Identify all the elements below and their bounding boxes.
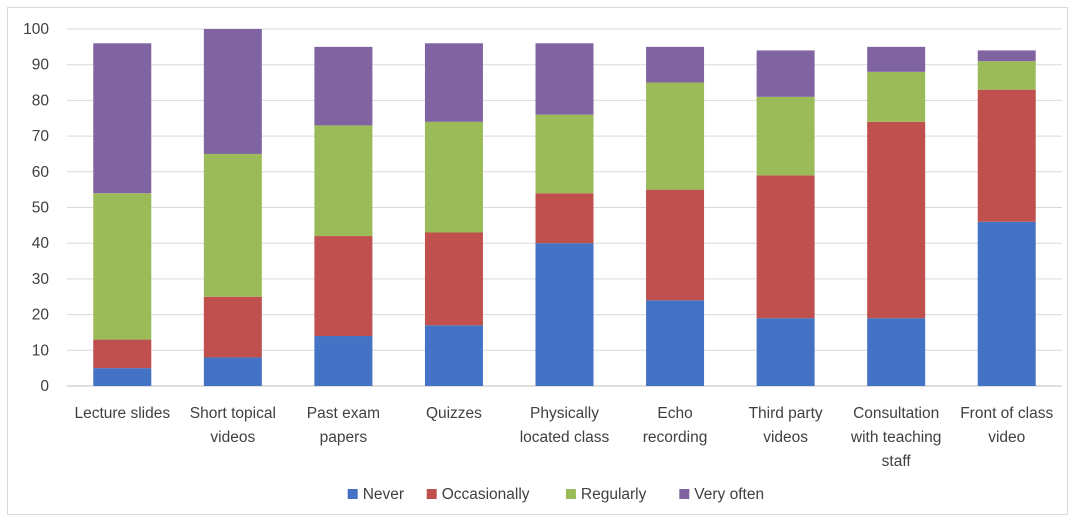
- bar-segment-never: [646, 300, 705, 386]
- bar-segment-very-often: [93, 43, 152, 194]
- y-tick-label: 90: [32, 57, 50, 74]
- bar-segment-occasionally: [535, 193, 594, 244]
- bar-segment-regularly: [977, 61, 1036, 90]
- bar-segment-very-often: [977, 50, 1036, 62]
- bar-segment-very-often: [867, 46, 926, 72]
- bar-segment-very-often: [314, 46, 373, 126]
- bar-segment-never: [93, 368, 152, 386]
- legend-label: Never: [363, 486, 404, 503]
- x-category-label: Front of class: [960, 405, 1053, 422]
- y-tick-label: 0: [40, 378, 49, 395]
- bar-segment-regularly: [535, 114, 594, 194]
- x-category-label: with teaching: [850, 429, 941, 446]
- bar-segment-never: [977, 221, 1036, 386]
- bar-segment-occasionally: [867, 121, 926, 319]
- bar-segment-regularly: [756, 96, 815, 176]
- y-tick-label: 80: [32, 92, 50, 109]
- x-category-label: video: [988, 429, 1025, 446]
- bar-segment-occasionally: [646, 189, 705, 301]
- legend-swatch-occasionally: [426, 489, 437, 499]
- bar-segment-very-often: [535, 43, 594, 115]
- x-category-label: Lecture slides: [74, 405, 170, 422]
- y-tick-label: 50: [32, 200, 50, 217]
- bar-segment-never: [756, 318, 815, 386]
- legend-label: Regularly: [581, 486, 647, 503]
- bar-segment-occasionally: [203, 296, 262, 358]
- y-tick-label: 70: [32, 128, 50, 145]
- legend-swatch-never: [347, 489, 358, 499]
- x-category-label: videos: [210, 429, 255, 446]
- legend-label: Very often: [694, 486, 764, 503]
- bar-segment-regularly: [203, 153, 262, 297]
- bar-segment-never: [314, 336, 373, 386]
- bar-segment-very-often: [756, 50, 815, 97]
- y-tick-label: 60: [32, 164, 50, 181]
- x-category-label: staff: [882, 453, 912, 470]
- bar-segment-occasionally: [93, 339, 152, 369]
- x-category-label: Physically: [530, 405, 599, 422]
- y-tick-label: 20: [32, 307, 50, 324]
- x-category-label: located class: [520, 429, 610, 446]
- bar-segment-regularly: [424, 121, 483, 233]
- x-category-label: Past exam: [307, 405, 380, 422]
- bar-segment-very-often: [203, 29, 262, 154]
- x-category-label: videos: [763, 429, 808, 446]
- y-tick-label: 10: [32, 342, 50, 359]
- bar-segment-very-often: [424, 43, 483, 122]
- x-category-label: Short topical: [190, 405, 276, 422]
- x-category-label: papers: [320, 429, 368, 446]
- bar-segment-occasionally: [756, 175, 815, 319]
- bar-segment-regularly: [314, 125, 373, 237]
- y-tick-label: 40: [32, 235, 50, 252]
- y-tick-label: 30: [32, 271, 50, 288]
- x-category-label: recording: [643, 429, 708, 446]
- bar-segment-never: [424, 325, 483, 386]
- bar-segment-never: [535, 243, 594, 386]
- legend-swatch-regularly: [565, 489, 576, 499]
- bar-segment-regularly: [93, 193, 152, 340]
- x-category-label: Echo: [657, 405, 692, 422]
- bar-segment-occasionally: [314, 236, 373, 337]
- bar-segment-occasionally: [977, 89, 1036, 222]
- bar-segment-occasionally: [424, 232, 483, 326]
- bar-segment-never: [867, 318, 926, 386]
- bar-segment-very-often: [646, 46, 705, 83]
- legend-swatch-very-often: [679, 489, 690, 499]
- x-category-label: Third party: [749, 405, 823, 422]
- bar-segment-regularly: [646, 82, 705, 190]
- bar-segment-never: [203, 357, 262, 386]
- bar-segment-regularly: [867, 71, 926, 122]
- y-tick-label: 100: [23, 21, 49, 38]
- x-category-label: Consultation: [853, 405, 939, 422]
- x-category-label: Quizzes: [426, 405, 482, 422]
- legend-label: Occasionally: [442, 486, 530, 503]
